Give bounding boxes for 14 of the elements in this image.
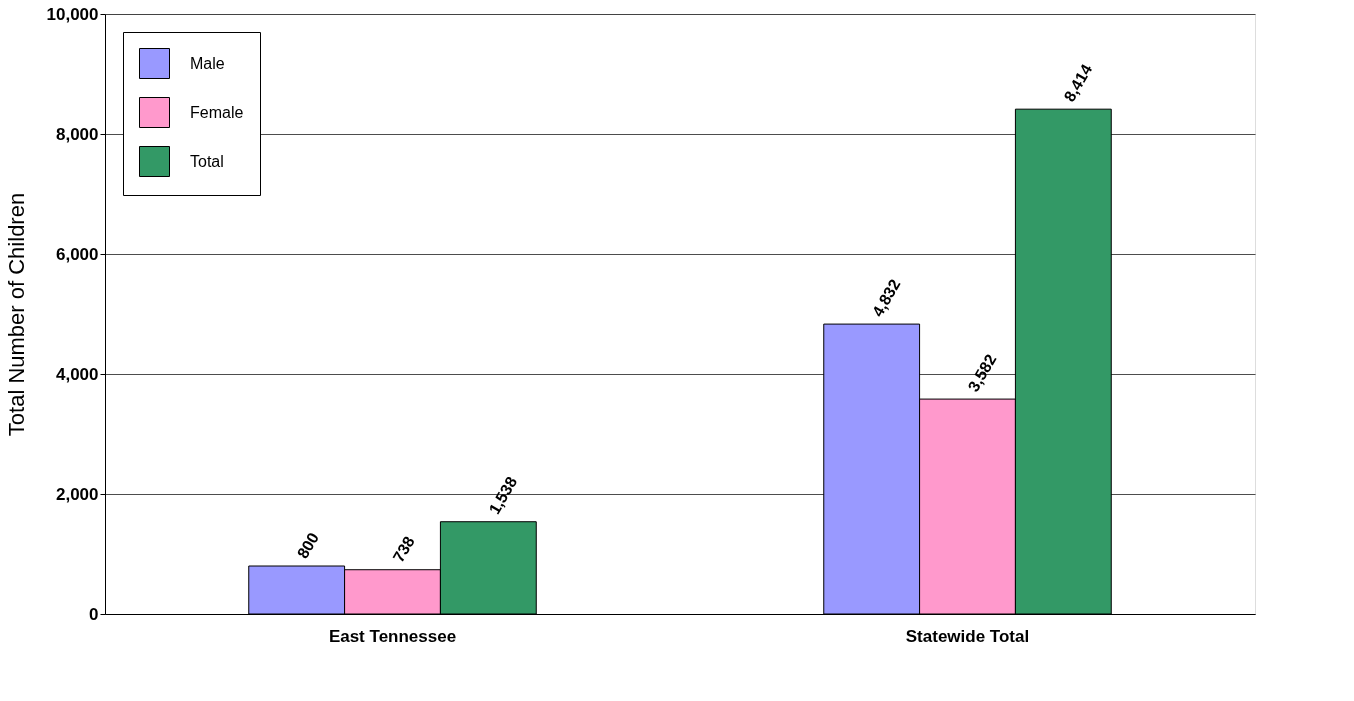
y-tick-label: 10,000 bbox=[46, 4, 99, 24]
data-label: 800 bbox=[293, 529, 322, 562]
x-tick-label: Statewide Total bbox=[905, 626, 1030, 646]
data-label: 738 bbox=[389, 533, 418, 566]
x-tick-label: East Tennessee bbox=[328, 626, 457, 646]
legend-label: Total bbox=[190, 152, 224, 170]
y-tick-label: 4,000 bbox=[55, 364, 99, 384]
y-axis-title: Total Number of Children bbox=[3, 192, 29, 437]
y-tick-label: 2,000 bbox=[55, 484, 99, 504]
y-tick-label: 6,000 bbox=[55, 244, 99, 264]
legend-label: Female bbox=[190, 103, 244, 121]
legend-label: Male bbox=[190, 54, 225, 72]
y-tick-label: 8,000 bbox=[55, 124, 99, 144]
y-tick-label: 0 bbox=[89, 604, 99, 624]
